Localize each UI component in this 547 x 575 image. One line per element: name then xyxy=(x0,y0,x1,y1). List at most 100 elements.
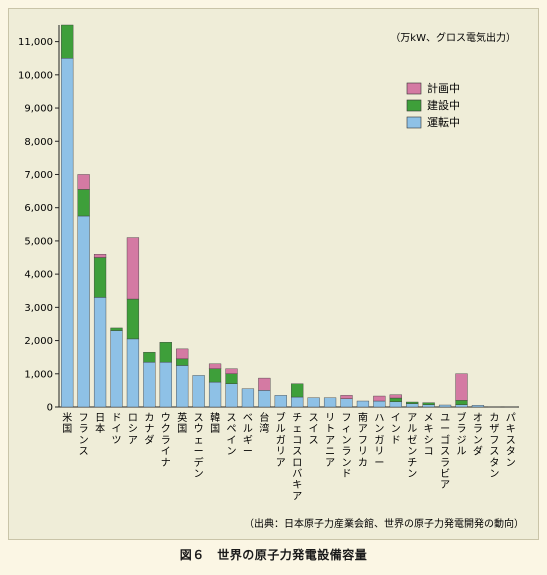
bars xyxy=(61,24,517,408)
category-label: リトアニア xyxy=(325,413,335,469)
category-label: フィンランド xyxy=(342,413,352,480)
bar-segment xyxy=(307,397,320,408)
category-label: メキシコ xyxy=(424,413,434,458)
category-label: 英国 xyxy=(177,411,187,435)
legend-label: 計画中 xyxy=(427,81,460,95)
category-label: 台湾 xyxy=(259,411,269,435)
category-label: カザフスタン xyxy=(489,412,499,480)
category-label: チェコスロバキア xyxy=(292,412,302,502)
bar-segment xyxy=(340,395,353,399)
bar-segment xyxy=(225,368,238,374)
bar-segment xyxy=(61,58,74,408)
bar-segment xyxy=(323,397,337,408)
y-tick-label: 5,000 xyxy=(24,236,53,247)
bar-segment xyxy=(406,401,419,404)
bar-segment xyxy=(93,257,107,298)
bar-segment xyxy=(373,400,386,408)
y-tick-label: 7,000 xyxy=(24,170,53,181)
category-labels: 米国フランス日本ドイツロシアカナダウクライナ英国スウェーデン韓国スペインベルギー… xyxy=(62,411,516,502)
category-label: オランダ xyxy=(473,412,483,458)
y-tick-label: 10,000 xyxy=(18,70,53,81)
category-label: ベルギー xyxy=(243,412,253,458)
category-label: スウェーデン xyxy=(194,413,204,480)
bar-segment xyxy=(176,365,189,408)
legend-label: 運転中 xyxy=(427,116,460,129)
category-label: ブルガリア xyxy=(276,411,286,469)
bar-segment xyxy=(241,388,255,408)
category-label: フランス xyxy=(79,413,89,458)
y-tick-label: 0 xyxy=(47,403,53,414)
bar-segment xyxy=(389,397,402,402)
bar-segment xyxy=(438,404,452,408)
figure-caption: 図６ 世界の原子力発電設備容量 xyxy=(179,548,368,562)
bar-segment xyxy=(176,358,189,366)
bar-segment xyxy=(93,297,107,408)
bar-segment xyxy=(373,395,386,402)
bar-segment xyxy=(340,398,353,408)
y-tick-label: 1,000 xyxy=(24,369,53,380)
legend-swatch xyxy=(406,82,422,95)
chart-panel: 0 1,000 2,000 3,000 4,000 5,000 6,000 7,000 8,00… xyxy=(8,8,539,540)
y-tick-label: 6,000 xyxy=(24,203,53,214)
bar-segment xyxy=(471,405,485,408)
bar-segment xyxy=(291,383,304,398)
category-label: ブラジル xyxy=(457,411,467,458)
bar-segment xyxy=(126,237,140,300)
category-label: インド xyxy=(391,413,401,446)
bar-segment xyxy=(176,348,189,360)
bar-segment xyxy=(208,381,222,408)
bar-segment xyxy=(389,394,402,399)
bar-segment xyxy=(93,253,107,258)
bar-segment xyxy=(389,401,402,408)
y-tick-label: 8,000 xyxy=(24,137,53,148)
bar-segment xyxy=(225,373,238,384)
category-label: ハンガリー xyxy=(374,413,384,469)
category-label: カナダ xyxy=(144,412,154,446)
category-label: ウクライナ xyxy=(161,412,171,469)
y-tick-label: 2,000 xyxy=(24,336,53,347)
bar-segment xyxy=(126,338,140,408)
bar-segment xyxy=(110,330,123,408)
y-tick-label: 9,000 xyxy=(24,104,53,115)
source-note: （出典：日本原子力産業会館、世界の原子力発電開発の動向） xyxy=(244,517,524,530)
category-label: ロシア xyxy=(128,413,138,446)
category-label: パキスタン xyxy=(506,412,516,469)
legend-swatch xyxy=(406,99,422,112)
bar-segment xyxy=(208,368,222,383)
bar-segment xyxy=(143,361,156,408)
bar-segment xyxy=(208,363,222,369)
bar-segment xyxy=(274,395,287,408)
y-tick-label: 3,000 xyxy=(24,303,53,314)
y-tick-label: 4,000 xyxy=(24,270,53,281)
category-label: ドイツ xyxy=(112,413,122,446)
y-tick-label: 11,000 xyxy=(18,37,53,48)
bar-segment xyxy=(61,24,74,59)
stacked-bar-chart: 0 1,000 2,000 3,000 4,000 5,000 6,000 7,000 8,00… xyxy=(18,24,524,530)
bar-segment xyxy=(455,373,468,401)
category-label: 韓国 xyxy=(210,412,220,435)
bar-segment xyxy=(291,396,304,408)
bar-segment xyxy=(143,351,156,363)
category-label: 米国 xyxy=(62,411,72,435)
legend-swatch xyxy=(406,116,422,129)
bar-segment xyxy=(225,383,238,408)
bar-segment xyxy=(258,377,271,391)
category-label: アルゼンチン xyxy=(407,413,417,480)
bar-segment xyxy=(77,174,90,190)
bar-segment xyxy=(258,390,271,408)
unit-label: （万kW、グロス電気出力） xyxy=(390,31,516,44)
category-label: ユーゴスラビア xyxy=(440,413,450,491)
bar-segment xyxy=(406,403,419,408)
bar-segment xyxy=(455,400,468,405)
bar-segment xyxy=(77,215,90,408)
category-label: スイス xyxy=(309,413,319,446)
bar-segment xyxy=(110,327,123,331)
bar-segment xyxy=(159,342,172,363)
bar-segment xyxy=(77,189,90,217)
legend-label: 建設中 xyxy=(427,98,460,112)
bar-segment xyxy=(422,402,435,405)
category-label: 日本 xyxy=(95,413,105,435)
category-label: 南アフリカ xyxy=(358,411,368,469)
bar-segment xyxy=(422,404,435,408)
